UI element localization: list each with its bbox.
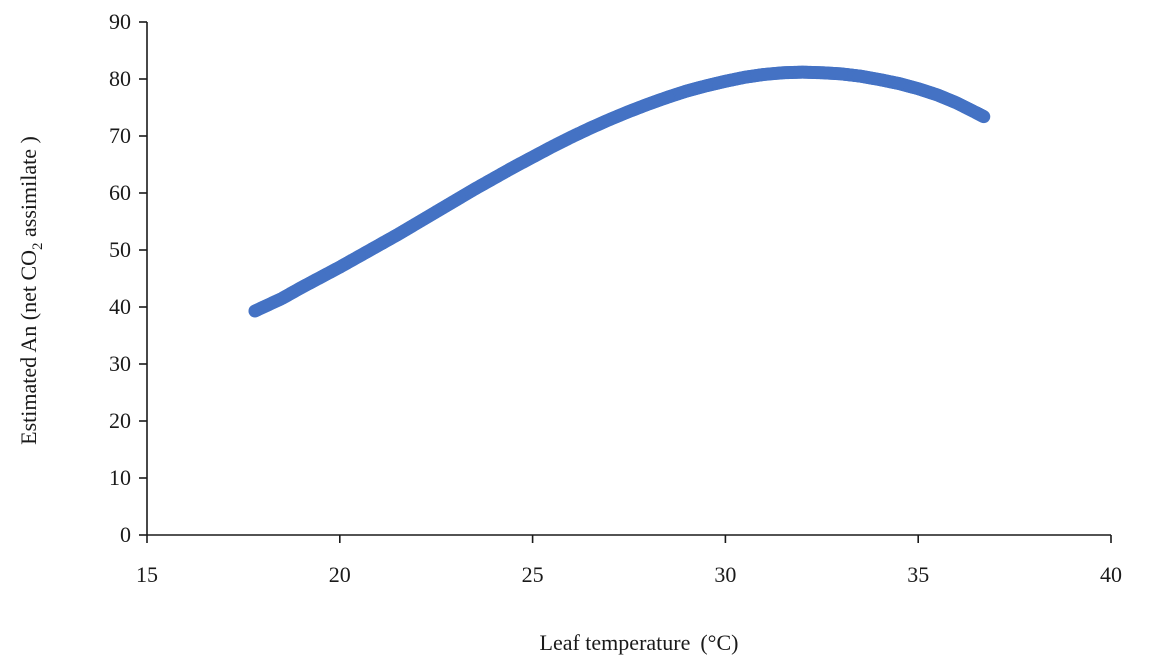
data-point <box>506 160 520 174</box>
data-point <box>834 67 848 81</box>
y-tick-label: 70 <box>109 123 131 148</box>
data-point <box>738 70 752 84</box>
x-tick-label: 40 <box>1100 562 1122 587</box>
plot-area: 0 10 20 30 40 50 60 70 80 90 15 20 25 30 35 40 <box>109 9 1122 587</box>
data-point <box>448 193 462 207</box>
data-point <box>545 140 559 154</box>
y-axis-title-prefix: Estimated An (net CO <box>16 250 41 445</box>
y-tick-label: 60 <box>109 180 131 205</box>
data-point <box>892 77 906 91</box>
x-tick-label: 20 <box>329 562 351 587</box>
data-point <box>873 73 887 87</box>
y-tick-label: 50 <box>109 237 131 262</box>
data-point <box>564 130 578 144</box>
data-point <box>410 216 424 230</box>
y-axis-ticks: 0 10 20 30 40 50 60 70 80 90 <box>109 9 147 547</box>
y-axis-title-suffix: assimilate ) <box>16 136 41 242</box>
data-point <box>352 249 366 263</box>
data-point <box>977 110 991 124</box>
data-point <box>429 205 443 219</box>
data-point <box>680 84 694 98</box>
series <box>248 65 991 318</box>
data-point <box>815 66 829 80</box>
y-tick-label: 40 <box>109 294 131 319</box>
data-point <box>487 171 501 185</box>
x-axis-title-unit: (°C) <box>700 630 738 655</box>
data-point <box>911 82 925 96</box>
data-point <box>776 66 790 80</box>
data-point <box>622 104 636 118</box>
data-point <box>526 150 540 164</box>
y-axis-title: Estimated An (net CO2 assimilate ) <box>16 136 46 445</box>
data-point <box>583 121 597 135</box>
y-tick-label: 20 <box>109 408 131 433</box>
data-point <box>661 90 675 104</box>
x-tick-label: 25 <box>522 562 544 587</box>
x-tick-label: 15 <box>136 562 158 587</box>
data-point <box>641 97 655 111</box>
data-point <box>248 304 262 318</box>
data-point <box>699 79 713 93</box>
data-point <box>950 96 964 110</box>
data-point <box>371 238 385 252</box>
data-point <box>603 112 617 126</box>
y-tick-label: 90 <box>109 9 131 34</box>
x-axis-title-text: Leaf temperature <box>540 630 691 655</box>
x-tick-label: 35 <box>907 562 929 587</box>
data-point <box>275 291 289 305</box>
data-point <box>294 281 308 295</box>
y-tick-label: 0 <box>120 522 131 547</box>
data-point <box>391 228 405 242</box>
x-axis-ticks: 15 20 25 30 35 40 <box>136 535 1122 587</box>
x-tick-label: 30 <box>714 562 736 587</box>
data-point <box>333 260 347 274</box>
data-point <box>796 65 810 79</box>
data-point <box>853 69 867 83</box>
y-tick-label: 10 <box>109 465 131 490</box>
data-point <box>314 270 328 284</box>
y-tick-label: 30 <box>109 351 131 376</box>
data-point <box>718 74 732 88</box>
data-point <box>468 182 482 196</box>
y-axis-title-subscript: 2 <box>30 242 46 250</box>
series-layer <box>248 65 991 318</box>
x-axis-title: Leaf temperature (°C) <box>540 630 739 655</box>
y-tick-label: 80 <box>109 66 131 91</box>
data-point <box>757 67 771 81</box>
data-point <box>930 88 944 102</box>
